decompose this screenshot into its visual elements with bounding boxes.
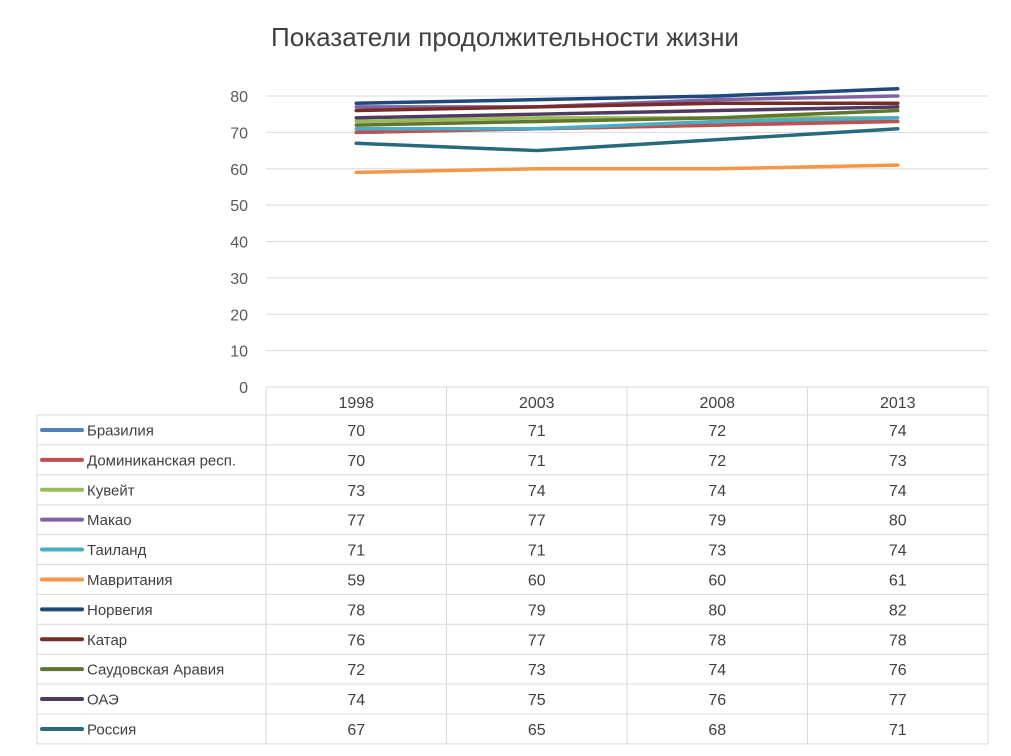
data-value: 73: [528, 662, 546, 679]
data-value: 72: [708, 453, 726, 470]
chart-title: Показатели продолжительности жизни: [271, 22, 739, 52]
y-tick-label: 20: [230, 307, 248, 324]
series-line: [354, 126, 900, 153]
series-line: [354, 105, 900, 120]
data-value: 61: [889, 572, 907, 589]
series-name: Доминиканская респ.: [87, 452, 236, 469]
data-value: 77: [528, 513, 546, 530]
data-value: 73: [708, 543, 726, 560]
y-tick-label: 70: [230, 125, 248, 142]
series-line: [354, 86, 900, 106]
data-value: 65: [528, 722, 546, 739]
series-line: [354, 116, 900, 124]
data-value: 72: [347, 662, 365, 679]
series-line: [354, 116, 900, 131]
data-value: 74: [347, 692, 365, 709]
data-value: 78: [708, 632, 726, 649]
series-lines: [354, 86, 900, 175]
series-line: [354, 101, 900, 113]
y-tick-label: 40: [230, 235, 248, 252]
series-name: Россия: [87, 721, 136, 738]
series-name: Саудовская Аравия: [87, 662, 224, 679]
data-value: 77: [528, 632, 546, 649]
data-value: 71: [528, 543, 546, 560]
data-value: 70: [347, 453, 365, 470]
y-tick-label: 50: [230, 198, 248, 215]
data-value: 71: [347, 543, 365, 560]
y-tick-label: 10: [230, 344, 248, 361]
y-tick-label: 60: [230, 162, 248, 179]
data-value: 74: [708, 483, 726, 500]
data-value: 60: [708, 572, 726, 589]
data-value: 78: [889, 632, 907, 649]
data-value: 76: [889, 662, 907, 679]
data-value: 72: [708, 423, 726, 440]
data-value: 71: [528, 423, 546, 440]
data-value: 79: [528, 602, 546, 619]
series-line: [354, 94, 900, 109]
series-line: [354, 108, 900, 127]
series-name: Макао: [87, 512, 132, 529]
data-value: 80: [708, 602, 726, 619]
data-value: 71: [528, 453, 546, 470]
y-axis-tick-labels: 0 10 20 30 40 50 60 70 80: [230, 89, 248, 397]
series-name: Бразилия: [87, 422, 154, 439]
category-label: 2003: [519, 395, 555, 412]
data-value: 77: [347, 513, 365, 530]
y-tick-label: 80: [230, 89, 248, 106]
category-label: 1998: [338, 395, 374, 412]
data-value: 73: [347, 483, 365, 500]
series-name: Мавритания: [87, 572, 173, 589]
data-value: 76: [347, 632, 365, 649]
data-value: 74: [889, 423, 907, 440]
data-value: 67: [347, 722, 365, 739]
series-name: Кувейт: [87, 482, 135, 499]
data-value: 76: [708, 692, 726, 709]
data-value: 74: [889, 543, 907, 560]
category-label: 2013: [880, 395, 916, 412]
data-value: 79: [708, 513, 726, 530]
series-name: Катар: [87, 632, 127, 649]
data-value: 77: [889, 692, 907, 709]
data-value: 75: [528, 692, 546, 709]
data-value: 78: [347, 602, 365, 619]
data-value: 74: [708, 662, 726, 679]
data-value: 68: [708, 722, 726, 739]
series-line: [354, 163, 900, 175]
data-table: 1998 2003 2008 2013 Бразилия 70 71 72 74 Доминика…: [36, 386, 989, 745]
data-value: 70: [347, 423, 365, 440]
series-name: ОАЭ: [87, 692, 119, 709]
y-tick-label: 30: [230, 271, 248, 288]
data-value: 80: [889, 513, 907, 530]
gridlines: [266, 95, 988, 388]
data-value: 73: [889, 453, 907, 470]
series-name: Норвегия: [87, 602, 153, 619]
y-tick-label: 0: [239, 380, 248, 397]
data-value: 74: [889, 483, 907, 500]
data-value: 60: [528, 572, 546, 589]
data-value: 59: [347, 572, 365, 589]
series-line: [354, 119, 900, 135]
data-value: 82: [889, 602, 907, 619]
series-name: Таиланд: [87, 542, 147, 559]
data-value: 71: [889, 722, 907, 739]
data-value: 74: [528, 483, 546, 500]
category-label: 2008: [699, 395, 735, 412]
